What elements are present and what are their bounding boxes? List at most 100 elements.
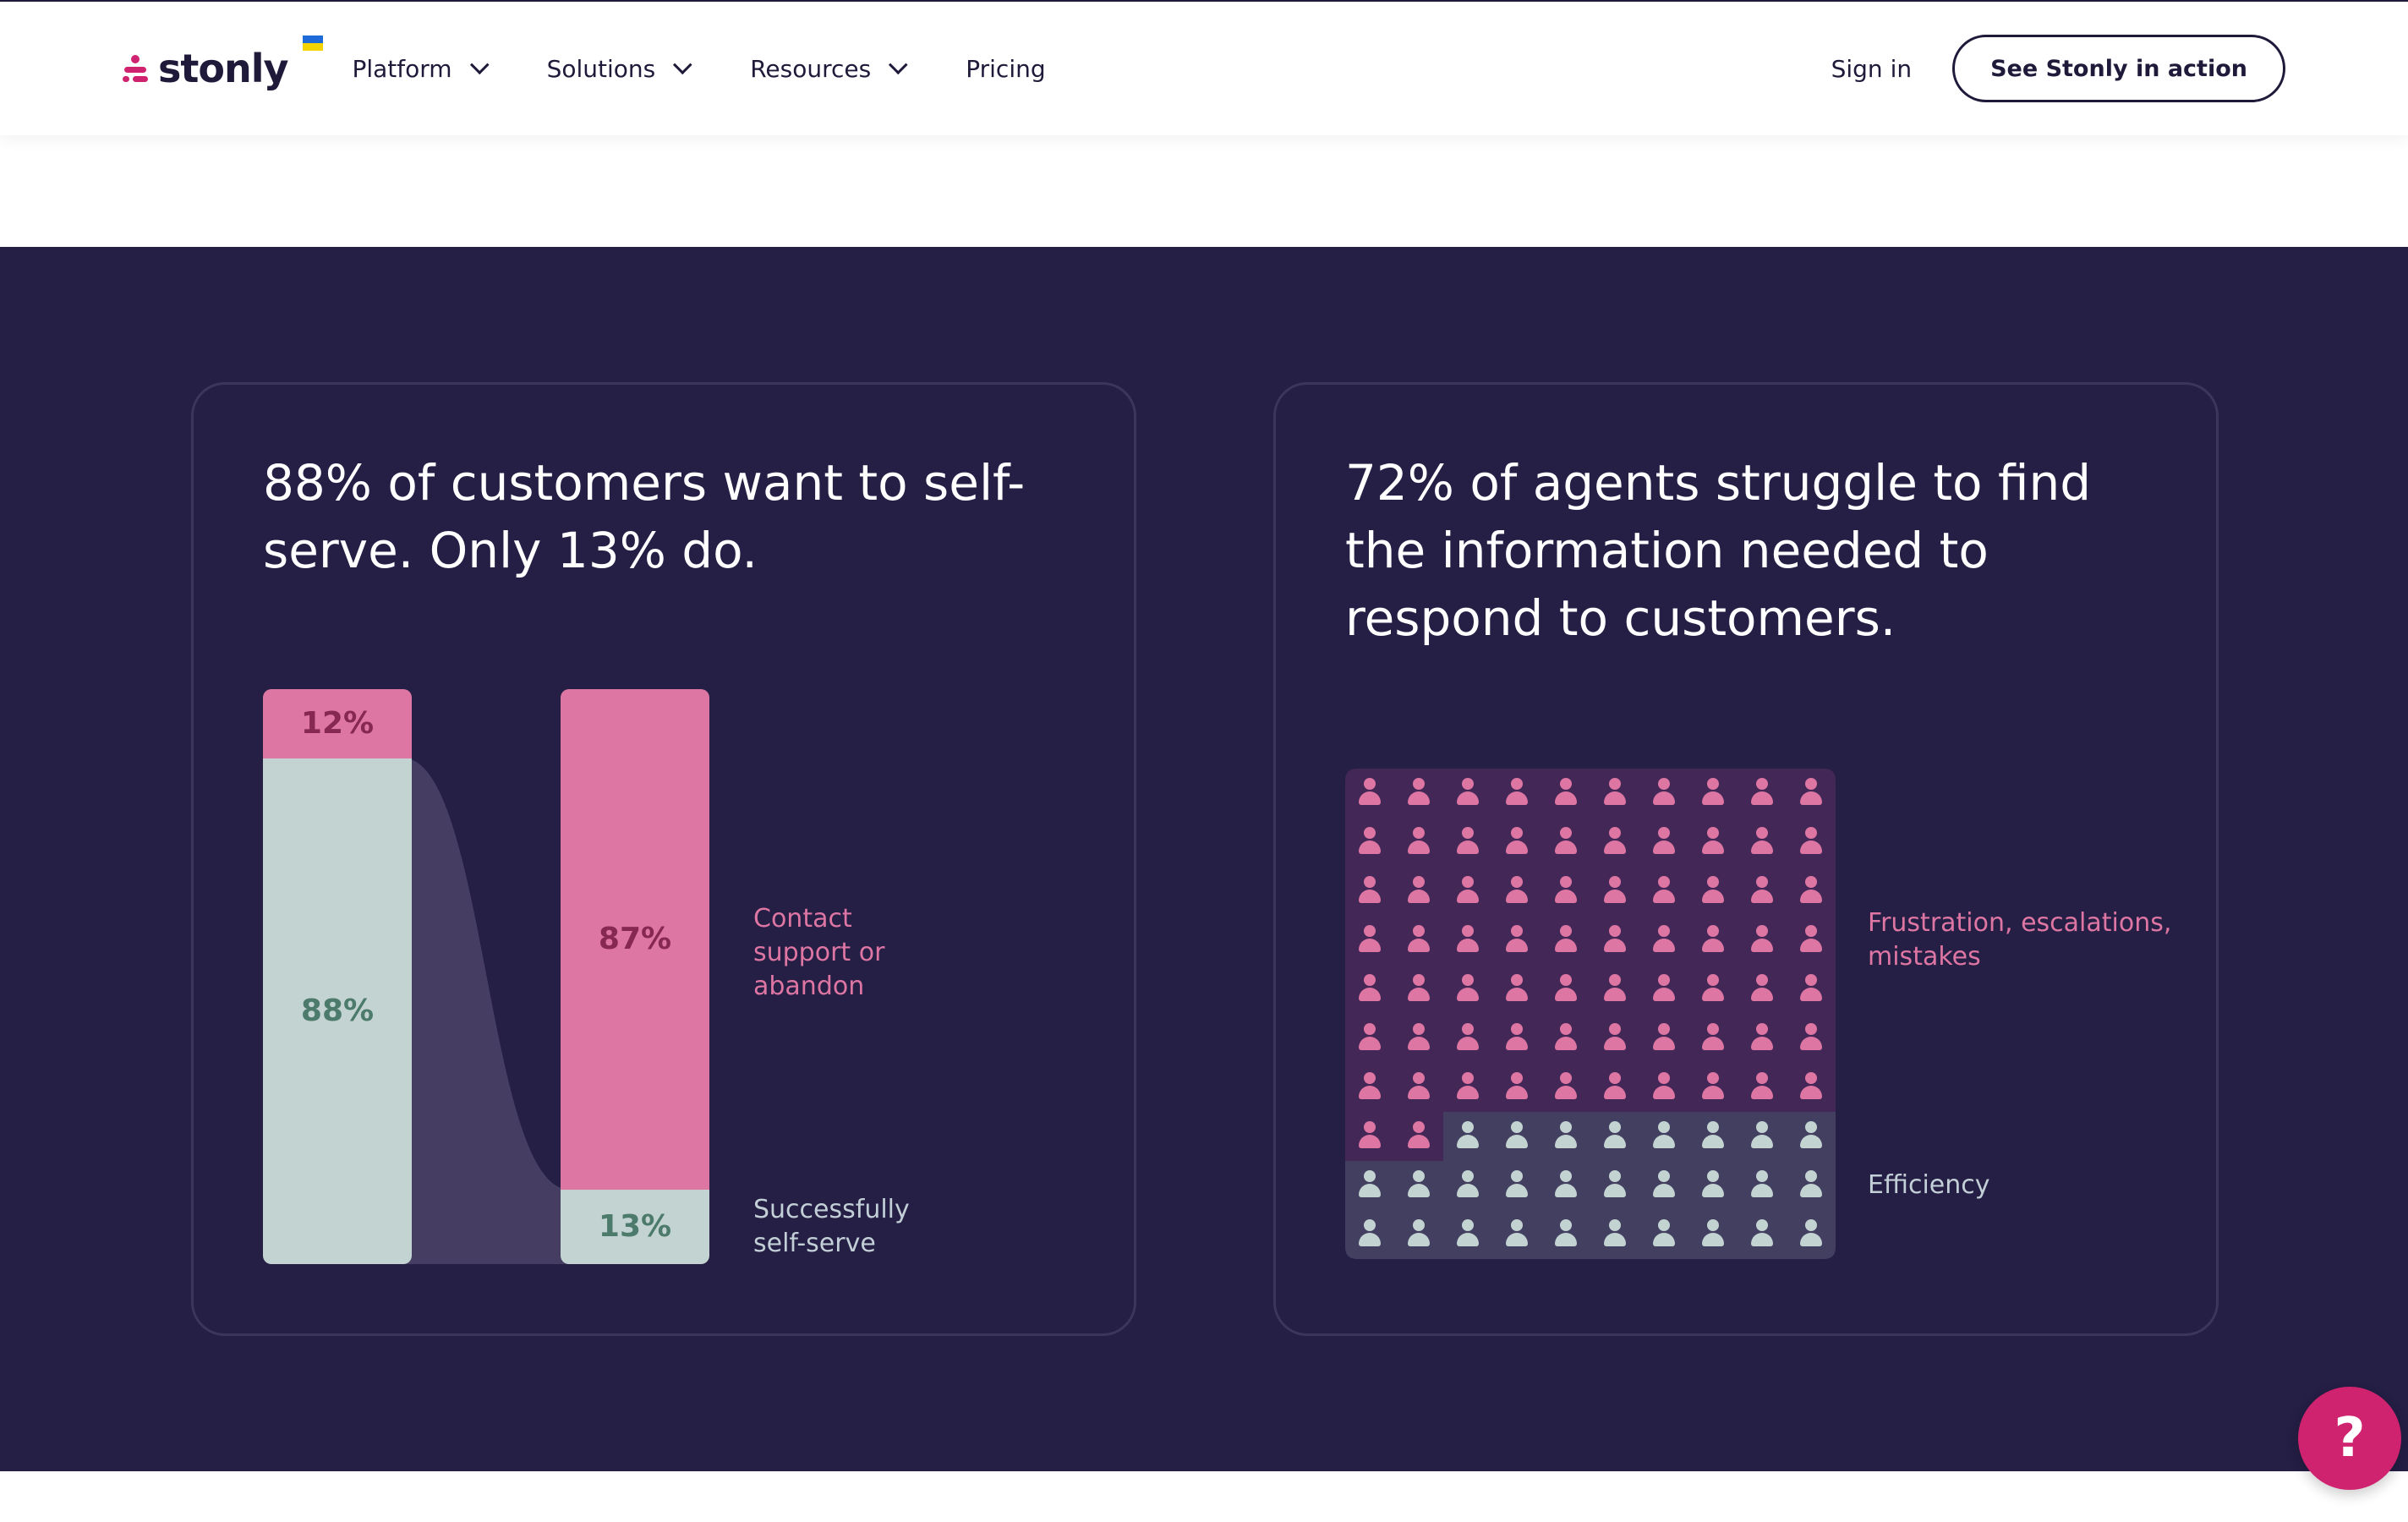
help-button-label: ? xyxy=(2334,1407,2366,1470)
person-icon xyxy=(1455,827,1480,857)
person-icon xyxy=(1504,876,1530,906)
person-icon xyxy=(1602,827,1628,857)
ukraine-flag-icon xyxy=(303,36,324,51)
person-icon xyxy=(1553,1170,1579,1201)
bar-actual-self-serve: 87% 13% xyxy=(561,689,709,1264)
person-icon xyxy=(1455,1072,1480,1103)
agents-card-title: 72% of agents struggle to find the infor… xyxy=(1345,454,2092,647)
data-label: 87% xyxy=(598,922,672,957)
person-icon xyxy=(1602,1170,1628,1201)
person-icon xyxy=(1602,1121,1628,1152)
person-icon xyxy=(1798,1219,1824,1250)
person-icon xyxy=(1749,876,1775,906)
person-icon xyxy=(1798,974,1824,1005)
person-icon xyxy=(1357,1121,1382,1152)
header-actions: Sign in See Stonly in action xyxy=(1831,35,2285,102)
person-icon xyxy=(1455,1219,1480,1250)
person-icon xyxy=(1749,1023,1775,1054)
site-header: stonly Platform Solutions Resources Pric… xyxy=(0,0,2408,135)
bar-segment-self-serve: 88% xyxy=(263,758,412,1264)
person-icon xyxy=(1651,778,1677,808)
self-serve-card-title: 88% of customers want to self-serve. Onl… xyxy=(263,454,1026,579)
stonly-logo-icon xyxy=(123,53,150,84)
person-icon xyxy=(1357,827,1382,857)
person-icon xyxy=(1651,925,1677,955)
person-icon xyxy=(1700,974,1726,1005)
person-icon xyxy=(1455,876,1480,906)
person-icon xyxy=(1504,974,1530,1005)
person-icon xyxy=(1455,974,1480,1005)
person-icon xyxy=(1406,827,1431,857)
nav-resources[interactable]: Resources xyxy=(750,55,908,83)
person-icon xyxy=(1798,1023,1824,1054)
person-icon xyxy=(1700,827,1726,857)
sign-in-link[interactable]: Sign in xyxy=(1831,54,1913,83)
person-icon xyxy=(1651,974,1677,1005)
person-icon xyxy=(1455,925,1480,955)
chevron-down-icon xyxy=(889,55,908,75)
self-serve-stat-card: 88% of customers want to self-serve. Onl… xyxy=(191,382,1136,1336)
person-icon xyxy=(1798,1170,1824,1201)
agents-waffle-chart xyxy=(1345,769,1836,1259)
person-icon xyxy=(1406,925,1431,955)
person-icon xyxy=(1553,1072,1579,1103)
person-icon xyxy=(1357,1170,1382,1201)
nav-pricing-label: Pricing xyxy=(966,54,1046,83)
nav-platform[interactable]: Platform xyxy=(352,54,490,83)
legend-contact-support: Contact support or abandon xyxy=(753,903,885,1001)
nav-platform-label: Platform xyxy=(352,54,452,83)
person-icon xyxy=(1749,778,1775,808)
person-icon xyxy=(1651,827,1677,857)
person-icon xyxy=(1700,1023,1726,1054)
person-icon xyxy=(1455,778,1480,808)
person-icon xyxy=(1553,1219,1579,1250)
see-stonly-in-action-button[interactable]: See Stonly in action xyxy=(1952,35,2285,102)
legend-successfully-self-serve: Successfully self-serve xyxy=(753,1194,910,1258)
person-icon xyxy=(1553,974,1579,1005)
person-icon xyxy=(1406,1121,1431,1152)
person-icon xyxy=(1651,876,1677,906)
person-icon xyxy=(1553,827,1579,857)
person-icon xyxy=(1504,1072,1530,1103)
person-icon xyxy=(1602,876,1628,906)
bar-segment-abandon: 12% xyxy=(263,689,412,758)
person-icon xyxy=(1602,1219,1628,1250)
person-icon xyxy=(1798,827,1824,857)
person-icon xyxy=(1749,1170,1775,1201)
bar-segment-self-serve: 13% xyxy=(561,1189,709,1264)
data-label: 12% xyxy=(300,706,375,742)
person-icon xyxy=(1455,1170,1480,1201)
chevron-down-icon xyxy=(673,55,692,75)
stonly-logo[interactable]: stonly xyxy=(123,36,324,91)
person-icon xyxy=(1553,778,1579,808)
data-label: 88% xyxy=(300,994,375,1029)
question-icon[interactable]: ? xyxy=(2298,1387,2401,1490)
logo-text: stonly xyxy=(158,46,288,91)
person-icon xyxy=(1602,925,1628,955)
person-icon xyxy=(1406,876,1431,906)
person-icon xyxy=(1749,974,1775,1005)
nav-pricing[interactable]: Pricing xyxy=(966,55,1045,83)
person-icon xyxy=(1504,1170,1530,1201)
person-icon xyxy=(1651,1121,1677,1152)
nav-solutions-label: Solutions xyxy=(546,54,656,83)
person-icon xyxy=(1553,1023,1579,1054)
person-icon xyxy=(1700,778,1726,808)
person-icon xyxy=(1504,1121,1530,1152)
person-icon xyxy=(1798,1072,1824,1103)
person-icon xyxy=(1406,778,1431,808)
stats-section: 88% of customers want to self-serve. Onl… xyxy=(0,247,2408,1471)
person-icon xyxy=(1700,1170,1726,1201)
person-icon xyxy=(1749,827,1775,857)
person-icon xyxy=(1651,1170,1677,1201)
nav-solutions[interactable]: Solutions xyxy=(546,54,692,83)
person-icon xyxy=(1651,1023,1677,1054)
person-icon xyxy=(1700,925,1726,955)
legend-frustration: Frustration, escalations, mistakes xyxy=(1868,908,2172,972)
person-icon xyxy=(1798,925,1824,955)
person-icon xyxy=(1406,974,1431,1005)
person-icon xyxy=(1749,1219,1775,1250)
bar-want-self-serve: 12% 88% xyxy=(263,689,412,1264)
person-icon xyxy=(1357,778,1382,808)
person-icon xyxy=(1651,1072,1677,1103)
